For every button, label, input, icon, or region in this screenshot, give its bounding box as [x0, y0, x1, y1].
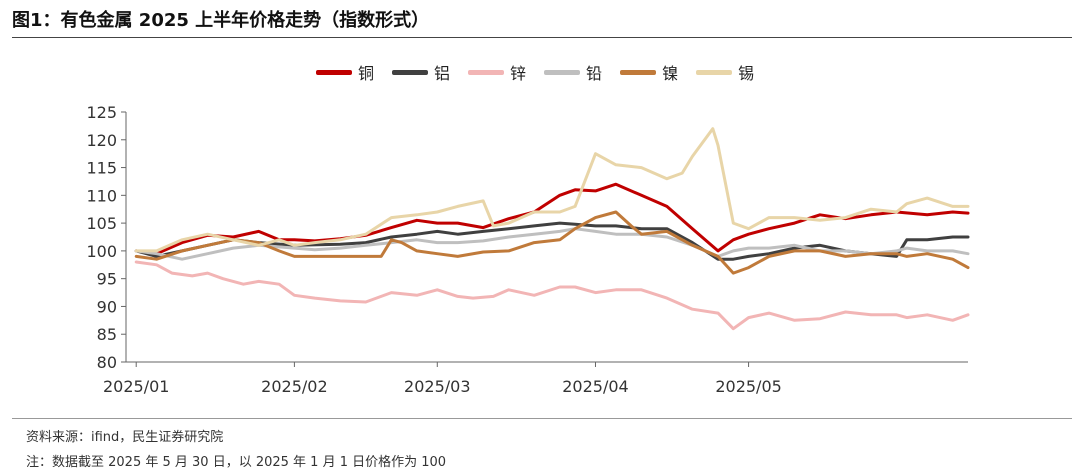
legend-label: 锡	[738, 64, 755, 83]
x-tick-label: 2025/05	[715, 377, 781, 396]
legend-label: 铝	[434, 64, 451, 83]
legend-swatch	[544, 69, 581, 75]
title-underline	[12, 37, 1072, 38]
legend-label: 镍	[662, 64, 679, 83]
legend-swatch	[316, 69, 352, 75]
figure-title: 图1：有色金属 2025 上半年价格走势（指数形式）	[12, 10, 430, 31]
y-tick-label: 85	[97, 325, 117, 344]
x-tick-label: 2025/03	[404, 377, 470, 396]
x-tick-label: 2025/04	[562, 377, 628, 396]
legend-item: 铜	[316, 60, 374, 84]
legend-item: 铅	[544, 60, 602, 84]
y-tick-label: 110	[86, 186, 117, 205]
y-tick-label: 80	[97, 353, 117, 372]
legend-swatch	[696, 69, 733, 75]
legend-swatch	[392, 69, 429, 75]
legend-swatch	[620, 69, 657, 75]
footer-divider	[12, 418, 1072, 419]
series-line-5	[134, 210, 970, 275]
legend-item: 镍	[620, 60, 678, 84]
y-tick-label: 90	[97, 297, 117, 316]
x-tick-label: 2025/01	[103, 377, 169, 396]
series-line-3	[134, 260, 970, 331]
line-chart: 80 85 90 95 100 105 110 115 120 125 2025/01 2025/02…	[86, 103, 970, 396]
legend-item: 锡	[696, 60, 754, 84]
y-tick-label: 115	[86, 159, 117, 178]
chart-legend: 铜铝锌铅镍锡	[316, 60, 754, 84]
y-tick-label: 120	[86, 131, 117, 150]
legend-label: 铅	[586, 64, 603, 83]
y-tick-label: 105	[86, 214, 117, 233]
remark-note: 注：数据截至 2025 年 5 月 30 日，以 2025 年 1 月 1 日价…	[26, 455, 447, 470]
y-tick-label: 95	[97, 270, 117, 289]
legend-label: 锌	[510, 64, 527, 83]
x-tick-label: 2025/02	[261, 377, 327, 396]
legend-label: 铜	[358, 64, 375, 83]
y-tick-label: 100	[86, 242, 117, 261]
legend-item: 锌	[468, 60, 526, 84]
source-note: 资料来源：ifind，民生证券研究院	[26, 430, 224, 445]
series-line-6	[134, 127, 970, 253]
y-tick-label: 125	[86, 103, 117, 122]
legend-item: 铝	[392, 60, 450, 84]
legend-swatch	[468, 69, 505, 75]
